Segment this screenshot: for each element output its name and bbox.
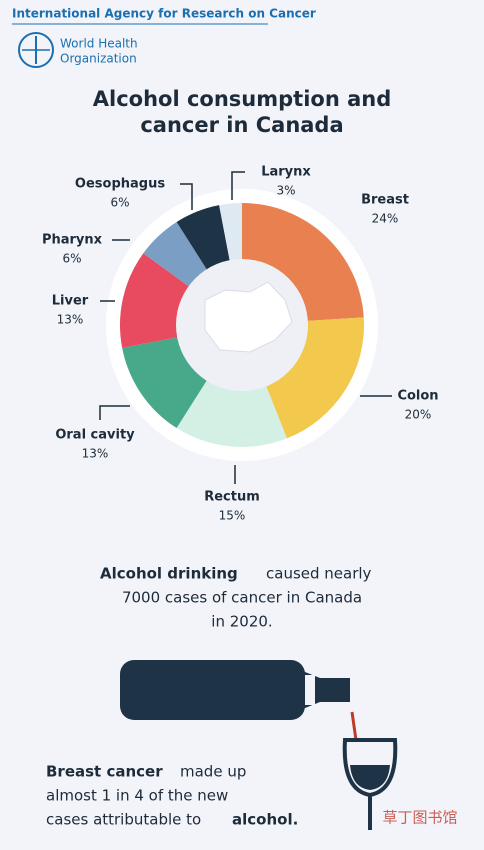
bottle — [120, 660, 358, 741]
text: Breast cancer — [46, 763, 163, 781]
slice-value-label: 15% — [219, 509, 246, 523]
slice-label: Pharynx — [42, 233, 103, 248]
slice-label: Colon — [397, 389, 438, 404]
chart-title: cancer in Canada — [140, 113, 343, 137]
leader-line — [231, 171, 245, 200]
text: almost 1 in 4 of the new — [46, 787, 228, 805]
text: alcohol. — [232, 811, 298, 829]
who-logo — [18, 32, 54, 68]
leader-line — [99, 405, 130, 420]
text: 7000 cases of cancer in Canada — [122, 589, 362, 607]
slice-value-label: 6% — [62, 252, 81, 266]
text: cases attributable to — [46, 811, 201, 829]
org-name: World Health — [60, 37, 138, 51]
slice-value-label: 20% — [405, 408, 432, 422]
slice-value-label: 13% — [82, 447, 109, 461]
wine-glass — [342, 738, 398, 830]
slice-value-label: 24% — [372, 212, 399, 226]
slice-value-label: 3% — [276, 184, 295, 198]
slice-label: Breast — [361, 193, 409, 208]
leader-line — [180, 183, 193, 210]
slice-label: Larynx — [261, 165, 311, 180]
slice-label: Liver — [52, 294, 89, 309]
watermark: 草丁图书馆 — [382, 809, 457, 827]
text: made up — [180, 763, 246, 781]
text: caused nearly — [266, 565, 372, 583]
slice-value-label: 13% — [57, 313, 84, 327]
org-name: Organization — [60, 52, 137, 66]
slice-label: Rectum — [204, 490, 260, 505]
text: in 2020. — [211, 613, 272, 631]
slice-label: Oral cavity — [55, 428, 135, 443]
slice-value-label: 6% — [110, 196, 129, 210]
agency-name: International Agency for Research on Can… — [12, 7, 316, 21]
chart-title: Alcohol consumption and — [93, 87, 391, 111]
text: Alcohol drinking — [100, 565, 238, 583]
canada-map — [204, 281, 293, 353]
slice-label: Oesophagus — [75, 177, 165, 192]
